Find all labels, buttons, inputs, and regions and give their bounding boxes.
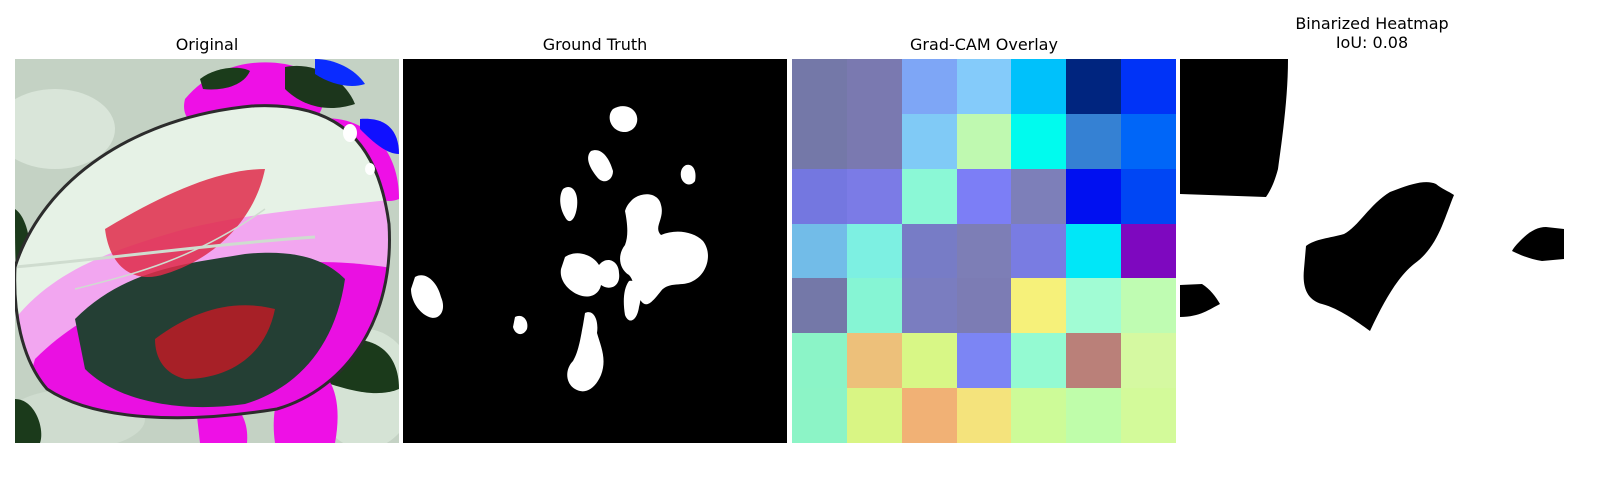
gradcam-cell — [1011, 224, 1066, 278]
gradcam-cell — [957, 278, 1011, 333]
gradcam-cell — [1066, 114, 1121, 169]
gradcam-grid — [792, 59, 1176, 443]
gradcam-cell — [792, 278, 847, 333]
panel-title-original: Original — [175, 35, 239, 54]
gradcam-cell — [902, 388, 957, 443]
binarized-svg — [1180, 59, 1564, 443]
gradcam-cell — [1011, 333, 1066, 388]
gradcam-cell — [957, 114, 1011, 169]
gradcam-cell — [847, 169, 902, 224]
panel-title-gradcam: Grad-CAM Overlay — [910, 35, 1058, 54]
gradcam-cell — [792, 59, 847, 114]
gradcam-cell — [847, 333, 902, 388]
ground-truth-svg — [403, 59, 787, 443]
panel-gradcam: Grad-CAM Overlay — [792, 0, 1176, 500]
gradcam-cell — [1121, 388, 1176, 443]
gradcam-cell — [847, 59, 902, 114]
gradcam-cell — [902, 278, 957, 333]
gradcam-cell — [1011, 278, 1066, 333]
ground-truth-mask — [403, 59, 787, 443]
gradcam-cell — [1066, 333, 1121, 388]
gradcam-cell — [1011, 388, 1066, 443]
binarized-regions — [1180, 59, 1564, 331]
gradcam-cell — [1121, 114, 1176, 169]
panel-title-binarized: Binarized Heatmap IoU: 0.08 — [1180, 14, 1564, 52]
gradcam-cell — [902, 169, 957, 224]
mask-blobs — [411, 106, 708, 392]
mask-background — [403, 59, 787, 443]
gradcam-cell — [957, 224, 1011, 278]
gradcam-cell — [902, 59, 957, 114]
gradcam-cell — [1011, 59, 1066, 114]
gradcam-cell — [902, 114, 957, 169]
iou-score: IoU: 0.08 — [1335, 33, 1409, 52]
gradcam-cell — [847, 278, 902, 333]
gradcam-cell — [1011, 114, 1066, 169]
gradcam-cell — [902, 333, 957, 388]
gradcam-cell — [1066, 169, 1121, 224]
original-leaf-svg — [15, 59, 399, 443]
binarized-title: Binarized Heatmap — [1295, 14, 1449, 33]
panel-binarized: Binarized Heatmap IoU: 0.08 — [1180, 0, 1564, 500]
panel-title-ground-truth: Ground Truth — [542, 35, 648, 54]
gradcam-cell — [1066, 59, 1121, 114]
gradcam-cell — [1011, 169, 1066, 224]
gradcam-cell — [1121, 278, 1176, 333]
gradcam-cell — [847, 114, 902, 169]
gradcam-cell — [847, 224, 902, 278]
gradcam-cell — [1066, 278, 1121, 333]
gradcam-overlay — [792, 59, 1176, 443]
gradcam-cell — [792, 169, 847, 224]
gradcam-cell — [1066, 388, 1121, 443]
binarized-heatmap — [1180, 59, 1564, 443]
gradcam-cell — [1121, 333, 1176, 388]
gradcam-cell — [1121, 59, 1176, 114]
gradcam-cell — [957, 388, 1011, 443]
panel-original: Original — [15, 0, 399, 500]
gradcam-cell — [847, 388, 902, 443]
gradcam-cell — [1121, 224, 1176, 278]
gradcam-cell — [792, 388, 847, 443]
gradcam-cell — [902, 224, 957, 278]
gradcam-cell — [957, 59, 1011, 114]
gradcam-cell — [792, 114, 847, 169]
gradcam-cell — [1121, 169, 1176, 224]
gradcam-cell — [957, 333, 1011, 388]
gradcam-cell — [792, 333, 847, 388]
panel-ground-truth: Ground Truth — [403, 0, 787, 500]
original-leaf-image — [15, 59, 399, 443]
gradcam-cell — [1066, 224, 1121, 278]
gradcam-cell — [792, 224, 847, 278]
gradcam-cell — [957, 169, 1011, 224]
